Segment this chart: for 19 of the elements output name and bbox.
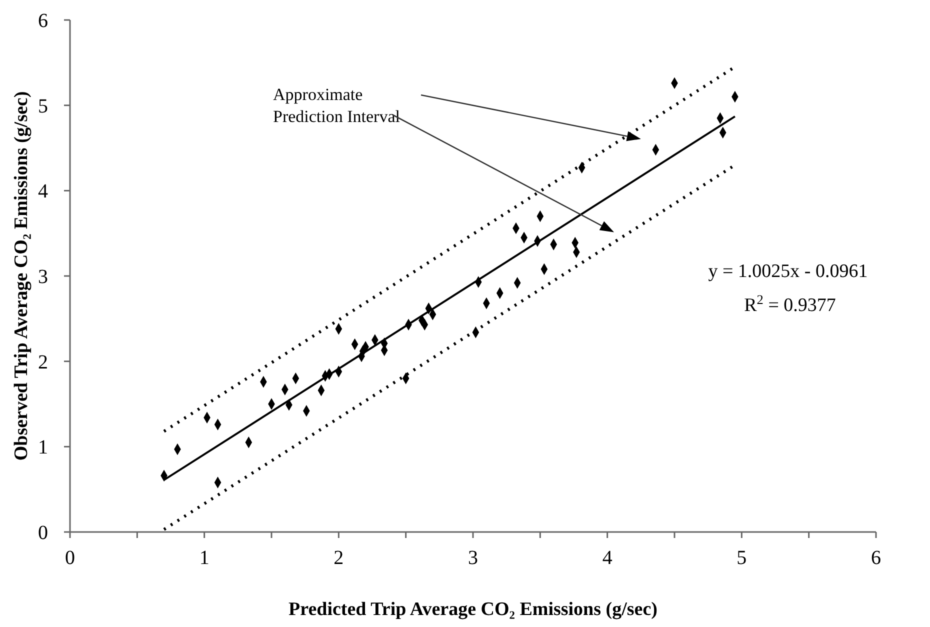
x-axis-title: Predicted Trip Average CO₂ Emissions (g/sec) [288,599,658,620]
y-tick-label: 6 [38,10,48,32]
annotation: y = 1.0025x - 0.0961 [708,261,868,282]
x-tick-label: 3 [468,547,478,569]
annotation: R$^{2}$ = 0.9377 [744,292,836,316]
x-tick-label: 4 [602,547,612,569]
x-tick-label: 2 [334,547,344,569]
y-tick-label: 0 [38,522,48,544]
y-axis-title: Observed Trip Average CO₂ Emissions (g/sec) [11,91,32,461]
y-tick-label: 5 [38,95,48,118]
x-tick-label: 1 [199,547,210,569]
x-tick-label: 0 [65,547,75,569]
annotation: Approximate Prediction Interval [273,85,400,126]
x-tick-label: 5 [736,547,747,569]
y-tick-label: 2 [38,351,48,374]
y-tick-label: 1 [38,436,48,459]
y-tick-label: 4 [38,180,48,203]
x-tick-label: 6 [871,547,881,569]
y-tick-label: 3 [38,266,48,288]
